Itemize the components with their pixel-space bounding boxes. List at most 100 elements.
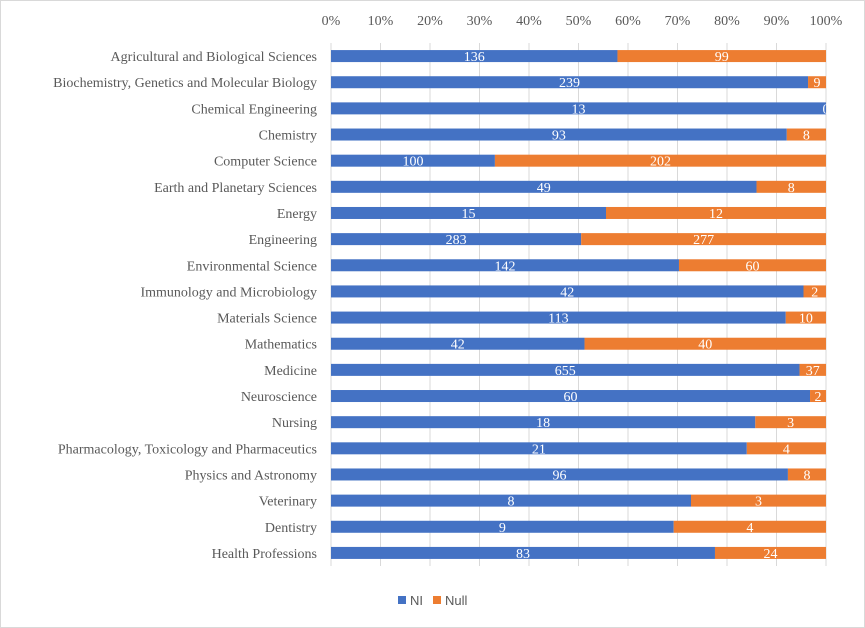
data-label: 4 xyxy=(783,442,790,457)
data-label: 60 xyxy=(564,390,578,405)
x-tick-label: 80% xyxy=(714,14,740,29)
category-label: Medicine xyxy=(264,364,317,379)
data-label: 83 xyxy=(516,547,530,562)
bar-ni xyxy=(331,233,582,246)
legend-swatch-ni xyxy=(398,596,406,604)
category-label: Chemistry xyxy=(259,129,317,144)
bar-ni xyxy=(331,128,787,141)
category-label: Energy xyxy=(277,207,317,222)
category-label: Veterinary xyxy=(259,495,317,510)
bar-ni xyxy=(331,206,606,219)
data-label: 655 xyxy=(555,364,576,379)
bar-null xyxy=(673,520,826,533)
category-label: Biochemistry, Genetics and Molecular Bio… xyxy=(53,76,317,91)
data-label: 18 xyxy=(536,416,550,431)
data-label: 2 xyxy=(815,390,822,405)
bar-ni xyxy=(331,102,826,115)
x-tick-label: 0% xyxy=(322,14,341,29)
bar-ni xyxy=(331,468,788,481)
bar-ni xyxy=(331,390,811,403)
bar-ni xyxy=(331,442,747,455)
bar-null xyxy=(617,50,826,63)
bar-null xyxy=(746,442,826,455)
data-label: 113 xyxy=(548,312,568,327)
bar-null xyxy=(787,468,826,481)
bar-null xyxy=(691,494,826,507)
data-label: 277 xyxy=(693,233,714,248)
x-tick-label: 20% xyxy=(417,14,443,29)
data-label: 8 xyxy=(803,129,810,144)
data-label: 12 xyxy=(709,207,723,222)
category-label: Chemical Engineering xyxy=(191,102,317,117)
bar-null xyxy=(810,390,826,403)
data-label: 239 xyxy=(559,76,580,91)
category-label: Earth and Planetary Sciences xyxy=(154,181,317,196)
category-label: Nursing xyxy=(272,416,317,431)
data-label: 8 xyxy=(803,468,810,483)
bar-null xyxy=(803,285,826,298)
data-label: 142 xyxy=(494,259,515,274)
data-label: 8 xyxy=(508,495,515,510)
category-label: Computer Science xyxy=(214,155,317,170)
bar-ni xyxy=(331,154,495,167)
x-tick-label: 60% xyxy=(615,14,641,29)
category-label: Engineering xyxy=(249,233,317,248)
data-label: 0 xyxy=(823,102,830,117)
data-label: 3 xyxy=(755,495,762,510)
data-label: 15 xyxy=(462,207,476,222)
data-label: 2 xyxy=(811,285,818,300)
category-label: Neuroscience xyxy=(241,390,317,405)
data-label: 42 xyxy=(451,338,465,353)
legend-label: Null xyxy=(445,593,468,608)
category-label: Dentistry xyxy=(265,521,317,536)
bar-null xyxy=(584,337,826,350)
data-label: 9 xyxy=(499,521,506,536)
bar-ni xyxy=(331,76,809,89)
data-label: 136 xyxy=(464,50,485,65)
data-label: 10 xyxy=(799,312,813,327)
x-tick-label: 30% xyxy=(467,14,493,29)
category-label: Physics and Astronomy xyxy=(185,468,317,483)
bar-null xyxy=(678,259,826,272)
x-tick-label: 100% xyxy=(810,14,843,29)
x-tick-label: 10% xyxy=(368,14,394,29)
bar-ni xyxy=(331,520,674,533)
bar-null xyxy=(785,311,826,324)
data-label: 9 xyxy=(814,76,821,91)
category-label: Immunology and Microbiology xyxy=(140,285,317,300)
bar-null xyxy=(808,76,826,89)
category-label: Materials Science xyxy=(217,312,317,327)
data-label: 3 xyxy=(787,416,794,431)
data-label: 93 xyxy=(552,129,566,144)
category-label: Mathematics xyxy=(245,338,317,353)
data-label: 49 xyxy=(537,181,551,196)
bar-ni xyxy=(331,50,618,63)
bar-null xyxy=(606,206,826,219)
x-tick-label: 40% xyxy=(516,14,542,29)
x-tick-label: 90% xyxy=(764,14,790,29)
data-label: 8 xyxy=(788,181,795,196)
x-tick-label: 70% xyxy=(665,14,691,29)
bar-ni xyxy=(331,416,756,429)
data-label: 99 xyxy=(715,50,729,65)
bar-null xyxy=(581,233,826,246)
bar-ni xyxy=(331,259,679,272)
bar-null xyxy=(799,363,826,376)
data-label: 100 xyxy=(402,155,423,170)
bar-null xyxy=(714,546,826,559)
bar-ni xyxy=(331,311,786,324)
data-label: 4 xyxy=(746,521,753,536)
bar-null xyxy=(756,180,826,193)
data-label: 96 xyxy=(552,468,566,483)
category-label: Health Professions xyxy=(212,547,317,562)
bar-ni xyxy=(331,337,585,350)
data-label: 21 xyxy=(532,442,546,457)
data-label: 40 xyxy=(698,338,712,353)
bar-ni xyxy=(331,180,757,193)
data-label: 13 xyxy=(572,102,586,117)
x-tick-label: 50% xyxy=(566,14,592,29)
bar-null xyxy=(786,128,826,141)
legend-swatch-null xyxy=(433,596,441,604)
data-label: 202 xyxy=(650,155,671,170)
category-label: Pharmacology, Toxicology and Pharmaceuti… xyxy=(58,442,317,457)
